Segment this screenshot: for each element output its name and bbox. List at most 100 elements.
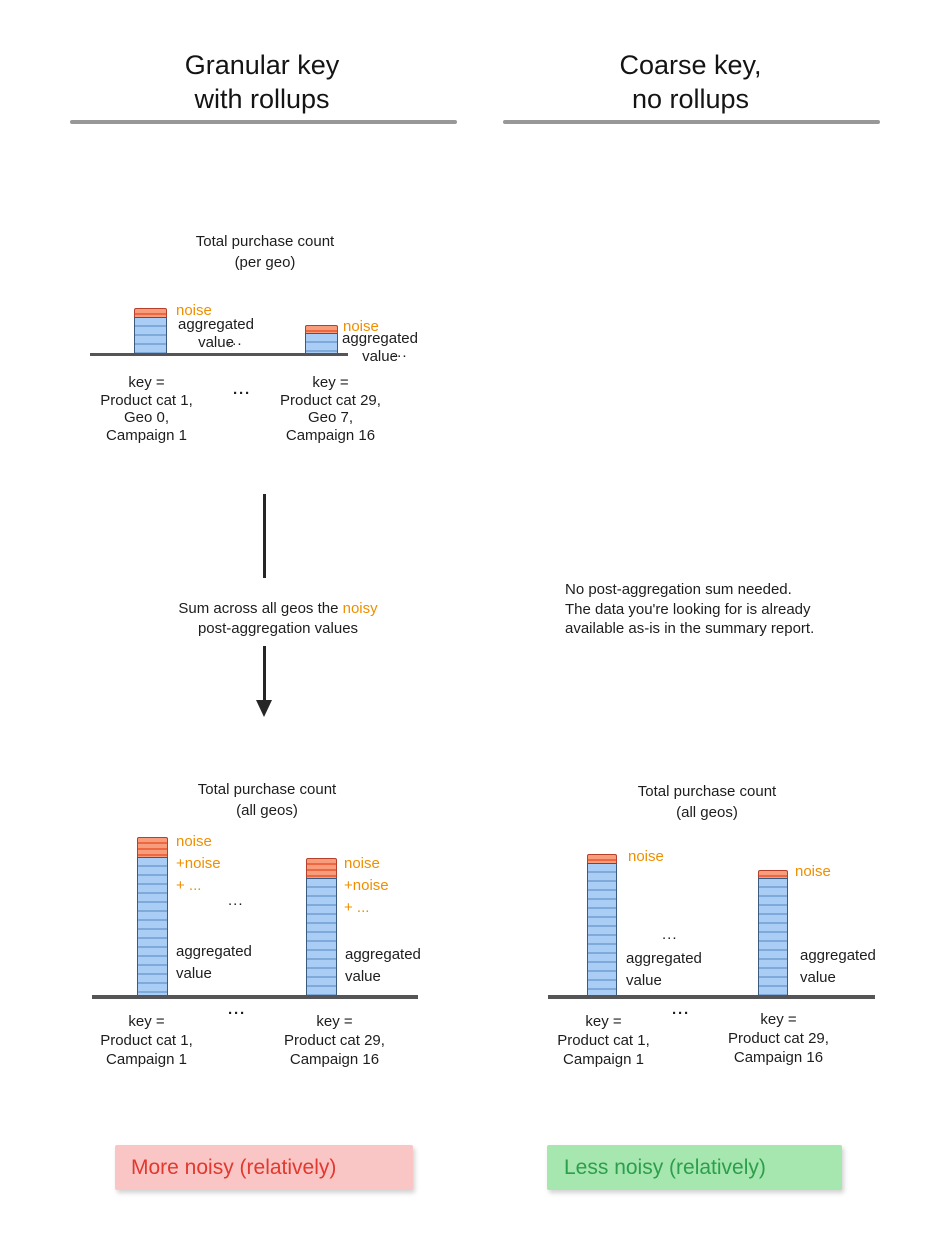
key-line: Product cat 1, [557, 1032, 650, 1049]
key-line: Campaign 16 [285, 426, 376, 444]
key-line: Product cat 29, [284, 1032, 385, 1049]
bar-product-cat-1-geo-0 [134, 308, 167, 355]
stacked-noise-label: noise +noise + ... [344, 853, 389, 919]
aggregated-value-label-line2: value [800, 969, 836, 986]
left-column-title-line2: with rollups [194, 84, 330, 114]
aggregated-value-label: aggregated value [626, 948, 702, 992]
ellipsis: ... [392, 344, 408, 361]
keys-ellipsis: ··· [233, 385, 251, 402]
key-line: Geo 0, [123, 409, 170, 426]
noise-line: +noise [176, 855, 221, 872]
key-line: Campaign 1 [106, 426, 187, 444]
left-column-divider [70, 120, 457, 124]
aggregated-value-label-line1: aggregated [345, 946, 421, 963]
noise-segment [134, 308, 167, 317]
no-sum-needed-note: No post-aggregation sum needed. The data… [565, 580, 895, 639]
x-axis-line [548, 995, 875, 999]
key-line: Campaign 16 [733, 1049, 824, 1066]
noise-segment [587, 854, 617, 863]
left-column-title: Granular key with rollups [92, 48, 432, 116]
note-line1: No post-aggregation sum needed. [565, 581, 792, 598]
down-arrow-head-icon [255, 700, 272, 717]
key-line: Product cat 1, [100, 391, 193, 409]
noise-line: noise [176, 833, 212, 850]
noise-line: noise [344, 855, 380, 872]
chart-coarse-title: Total purchase count (all geos) [557, 781, 857, 823]
aggregated-value-label-line1: aggregated [800, 947, 876, 964]
aggregated-value-segment [134, 317, 167, 355]
key-line: Campaign 1 [106, 1051, 187, 1068]
noise-segment [758, 870, 788, 878]
bars-ellipsis: ... [228, 892, 244, 909]
key-line: Product cat 29, [280, 391, 381, 409]
x-axis-line [90, 353, 348, 356]
key-line: Product cat 1, [100, 1032, 193, 1049]
bars-ellipsis: ... [662, 926, 678, 943]
more-noisy-badge: More noisy (relatively) [115, 1145, 413, 1190]
aggregated-value-label-line2: value [345, 968, 381, 985]
chart-rollup-title-line2: (all geos) [236, 802, 298, 819]
bar-product-cat-29-coarse [758, 870, 788, 997]
key-line: Campaign 16 [289, 1051, 380, 1068]
bar-product-cat-29-rollup [306, 858, 337, 997]
chart-rollup-title-line1: Total purchase count [197, 781, 337, 798]
keys-ellipsis: ··· [672, 1005, 690, 1022]
bar-key-label: key = Product cat 29, Campaign 16 [252, 1012, 417, 1069]
bar-product-cat-1-rollup [137, 837, 168, 997]
noise-segment [137, 837, 168, 857]
aggregated-value-label-line1: aggregated [342, 330, 418, 347]
bar-key-label: key = Product cat 29, Campaign 16 [696, 1010, 861, 1067]
key-line: Product cat 29, [728, 1030, 829, 1047]
chart-coarse-title-line1: Total purchase count [637, 783, 777, 800]
bar-key-label: key = Product cat 1, Campaign 1 [521, 1012, 686, 1069]
sum-instruction-line2: post-aggregation values [197, 619, 359, 637]
bar-key-label: key = Product cat 1, Geo 0, Campaign 1 [64, 374, 229, 444]
down-arrow-shaft-upper [263, 494, 266, 578]
keys-ellipsis: ··· [228, 1005, 246, 1022]
key-line: key = [312, 374, 349, 391]
key-line: key = [128, 374, 165, 391]
less-noisy-badge: Less noisy (relatively) [547, 1145, 842, 1190]
sum-instruction-noisy-word: noisy [342, 600, 378, 617]
x-axis-line [92, 995, 418, 999]
left-column-title-line1: Granular key [184, 50, 340, 80]
aggregated-value-label-line1: aggregated [626, 950, 702, 967]
chart-coarse-title-line2: (all geos) [676, 804, 738, 821]
aggregated-value-segment [758, 878, 788, 997]
chart-per-geo-title: Total purchase count (per geo) [115, 231, 415, 273]
key-line: key = [316, 1013, 353, 1030]
aggregated-value-segment [306, 878, 337, 997]
noise-segment [305, 325, 338, 333]
aggregated-value-label-line1: aggregated [178, 316, 254, 333]
right-column-title: Coarse key, no rollups [518, 48, 863, 116]
noise-line: +noise [344, 877, 389, 894]
key-line: Campaign 1 [563, 1051, 644, 1068]
note-line3: available as-is in the summary report. [565, 620, 815, 637]
sum-instruction: Sum across all geos the noisy post-aggre… [128, 599, 428, 638]
bar-key-label: key = Product cat 1, Campaign 1 [64, 1012, 229, 1069]
key-line: key = [760, 1011, 797, 1028]
bar-product-cat-1-coarse [587, 854, 617, 997]
aggregated-value-label-line2: value [176, 965, 212, 982]
right-column-title-line2: no rollups [631, 84, 750, 114]
aggregated-value-label: aggregated value [170, 316, 262, 352]
sum-instruction-line1: Sum across all geos the noisy [128, 599, 428, 619]
aggregated-value-label: aggregated value [176, 941, 252, 985]
sum-instruction-text: Sum across all geos the [178, 600, 343, 617]
bar-key-label: key = Product cat 29, Geo 7, Campaign 16 [248, 374, 413, 444]
key-line: key = [128, 1013, 165, 1030]
noise-label: noise [176, 302, 212, 319]
noise-label: noise [343, 318, 379, 335]
aggregated-value-label-line2: value [198, 334, 234, 351]
aggregated-value-label-line1: aggregated [176, 943, 252, 960]
aggregated-value-label-line2: value [362, 348, 398, 365]
noise-segment [306, 858, 337, 878]
note-line2: The data you're looking for is already [565, 600, 811, 618]
chart-per-geo-title-line1: Total purchase count [195, 233, 335, 250]
aggregated-value-label: aggregated value [334, 330, 426, 366]
chart-rollup-title: Total purchase count (all geos) [117, 779, 417, 821]
aggregated-value-segment [137, 857, 168, 997]
noise-line: + ... [176, 877, 202, 894]
aggregated-value-segment [587, 863, 617, 997]
